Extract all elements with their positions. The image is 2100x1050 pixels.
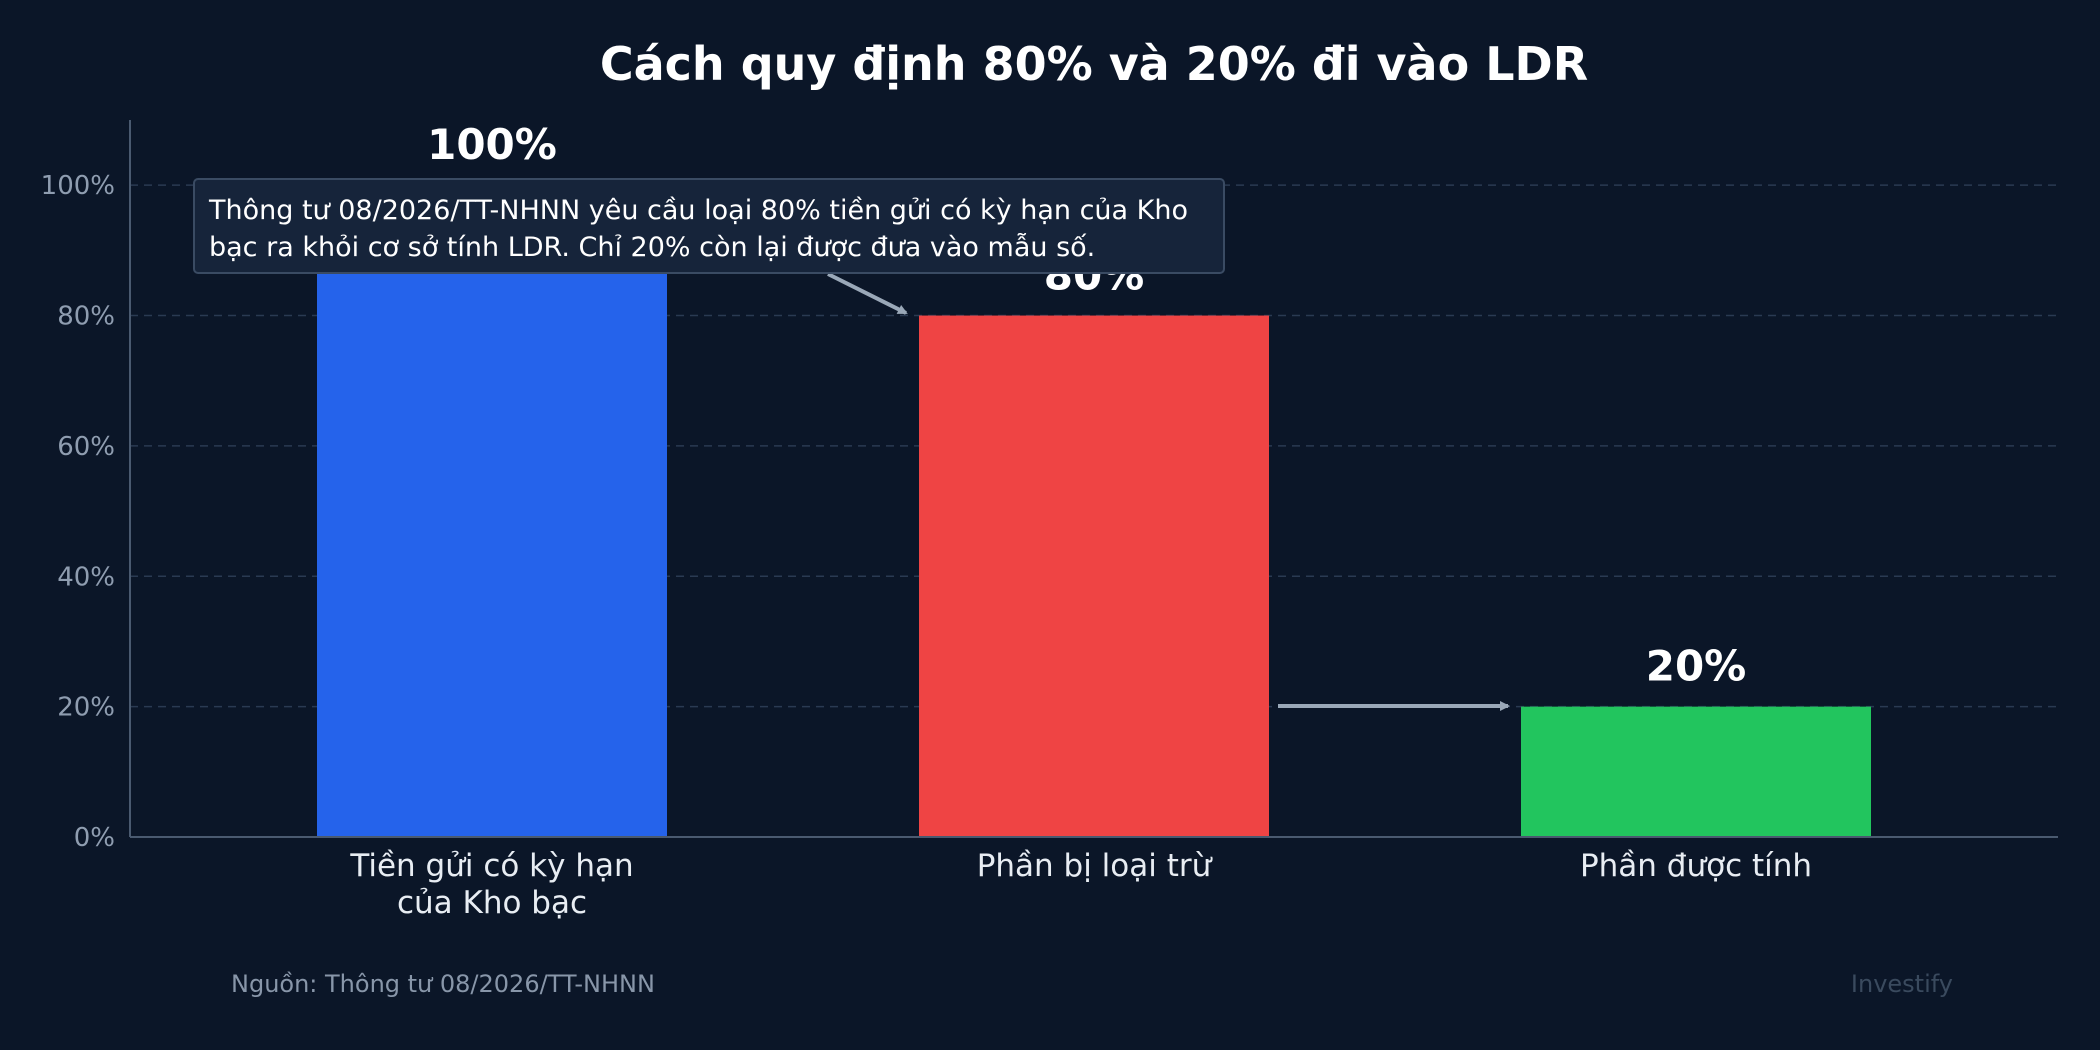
bar — [1521, 706, 1871, 837]
bar — [919, 315, 1269, 838]
y-tick-label: 0% — [74, 823, 115, 853]
category-label: Tiền gửi có kỳ hạn — [349, 848, 633, 884]
bar — [317, 185, 667, 837]
bars — [317, 185, 1871, 838]
y-tick-label: 40% — [57, 562, 115, 592]
category-label: Phần bị loại trừ — [977, 848, 1213, 884]
y-tick-label: 60% — [57, 432, 115, 462]
y-tick-label: 100% — [41, 171, 115, 201]
bar-value-label: 100% — [427, 120, 557, 169]
y-axis-ticks: 0% 20% 40% 60% 80% 100% — [41, 171, 115, 853]
category-label: của Kho bạc — [397, 885, 587, 921]
value-labels: 100%80%20% — [427, 120, 1746, 690]
annotation-arrow — [827, 272, 908, 315]
y-tick-label: 80% — [57, 302, 115, 332]
annotation-box: Thông tư 08/2026/TT-NHNN yêu cầu loại 80… — [193, 178, 1225, 274]
y-tick-label: 20% — [57, 693, 115, 723]
bar-value-label: 20% — [1646, 642, 1747, 691]
watermark: Investify — [1851, 970, 1953, 998]
category-label: Phần được tính — [1580, 848, 1812, 884]
chart-title: Cách quy định 80% và 20% đi vào LDR — [600, 37, 1588, 91]
source-note: Nguồn: Thông tư 08/2026/TT-NHNN — [231, 970, 655, 998]
